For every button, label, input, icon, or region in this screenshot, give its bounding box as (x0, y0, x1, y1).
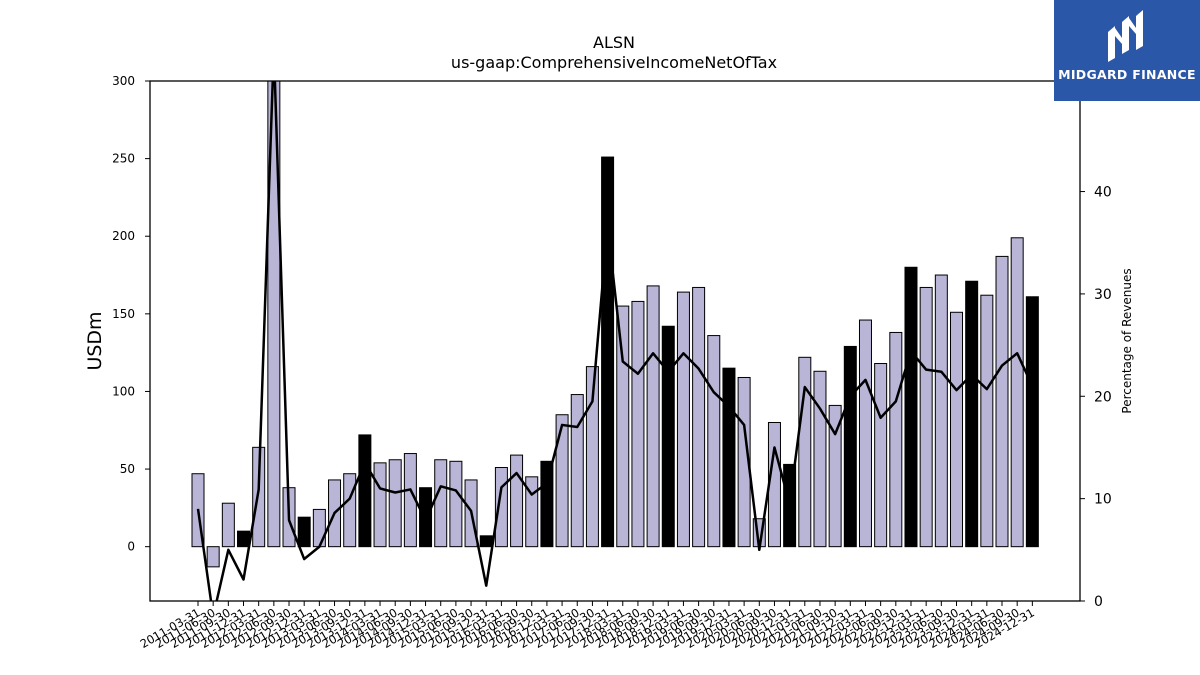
bar-2017-12-31 (601, 156, 615, 548)
bar-2012-03-31 (252, 446, 266, 548)
bar-2018-06-30 (631, 300, 645, 548)
y-tick-label: 150 (112, 307, 135, 321)
percentage-line (196, 81, 1034, 601)
bar-2019-03-31 (676, 291, 690, 548)
bar-2011-06-30 (206, 546, 220, 568)
bar-2012-12-31 (297, 516, 311, 548)
plot-frame (149, 80, 1081, 602)
midgard-finance-logo: MIDGARD FINANCE (1054, 0, 1200, 101)
bar-2015-12-31 (479, 535, 493, 548)
y2-tick-label: 30 (1094, 287, 1112, 303)
bar-2018-09-30 (646, 285, 660, 548)
bar-2024-06-30 (995, 255, 1009, 548)
bar-2017-06-30 (570, 394, 584, 548)
y-tick-label: 50 (120, 462, 135, 476)
bar-2023-12-31 (965, 280, 979, 548)
bar-2014-03-31 (373, 462, 387, 548)
bar-2022-12-31 (904, 266, 918, 548)
bar-2017-03-31 (555, 414, 569, 548)
bar-2017-09-30 (585, 366, 599, 548)
bar-2024-12-31 (1025, 296, 1039, 548)
axes-layer: 0501001502002503000102030402011-03-31201… (112, 74, 1112, 651)
line-layer (196, 81, 1034, 601)
bar-2015-06-30 (449, 460, 463, 548)
bar-2019-12-31 (722, 367, 736, 548)
bar-2021-12-31 (843, 345, 857, 548)
brand-name: MIDGARD FINANCE (1058, 67, 1196, 82)
bar-2019-06-30 (692, 286, 706, 548)
bar-2012-06-30 (267, 81, 281, 548)
bar-2016-06-30 (510, 454, 524, 548)
chart-title: ALSN (593, 33, 635, 52)
y-tick-label: 250 (112, 152, 135, 166)
y-tick-label: 200 (112, 229, 135, 243)
bar-2015-03-31 (434, 459, 448, 548)
bar-2021-09-30 (828, 404, 842, 548)
y-tick-label: 100 (112, 384, 135, 398)
y-tick-label: 300 (112, 74, 135, 88)
bar-2013-09-30 (343, 473, 357, 548)
bar-2024-09-30 (1010, 237, 1024, 548)
bar-2020-09-30 (767, 421, 781, 548)
bar-2016-09-30 (525, 476, 539, 548)
bar-2022-09-30 (889, 331, 903, 548)
y2-tick-label: 40 (1094, 185, 1112, 201)
bars-layer (191, 81, 1039, 568)
bar-2016-03-31 (494, 467, 508, 548)
bar-2013-03-31 (312, 508, 326, 548)
y2-tick-label: 20 (1094, 389, 1112, 405)
y2-axis-label: Percentage of Revenues (1120, 268, 1134, 413)
bar-2024-03-31 (980, 294, 994, 548)
bar-2023-03-31 (919, 286, 933, 548)
bar-2011-12-31 (237, 530, 251, 548)
y2-tick-label: 10 (1094, 492, 1112, 508)
bar-2016-12-31 (540, 460, 554, 548)
y2-tick-label: 0 (1094, 594, 1103, 610)
bar-2018-12-31 (661, 325, 675, 548)
bar-2023-09-30 (950, 311, 963, 548)
bar-2023-06-30 (934, 274, 948, 548)
bar-2021-03-31 (798, 356, 812, 548)
bar-2013-12-31 (358, 434, 372, 548)
bar-2021-06-30 (813, 370, 827, 548)
midgard-m-icon (1108, 10, 1143, 62)
bar-2014-06-30 (388, 459, 402, 548)
y-axis-label: USDm (84, 311, 106, 370)
bar-2022-06-30 (874, 363, 888, 548)
chart-subtitle: us-gaap:ComprehensiveIncomeNetOfTax (451, 53, 777, 72)
bar-2019-09-30 (707, 335, 721, 548)
y-tick-label: 0 (127, 540, 135, 554)
bar-2011-09-30 (221, 502, 235, 548)
bar-2022-03-31 (858, 319, 872, 548)
bar-2018-03-31 (616, 305, 630, 548)
